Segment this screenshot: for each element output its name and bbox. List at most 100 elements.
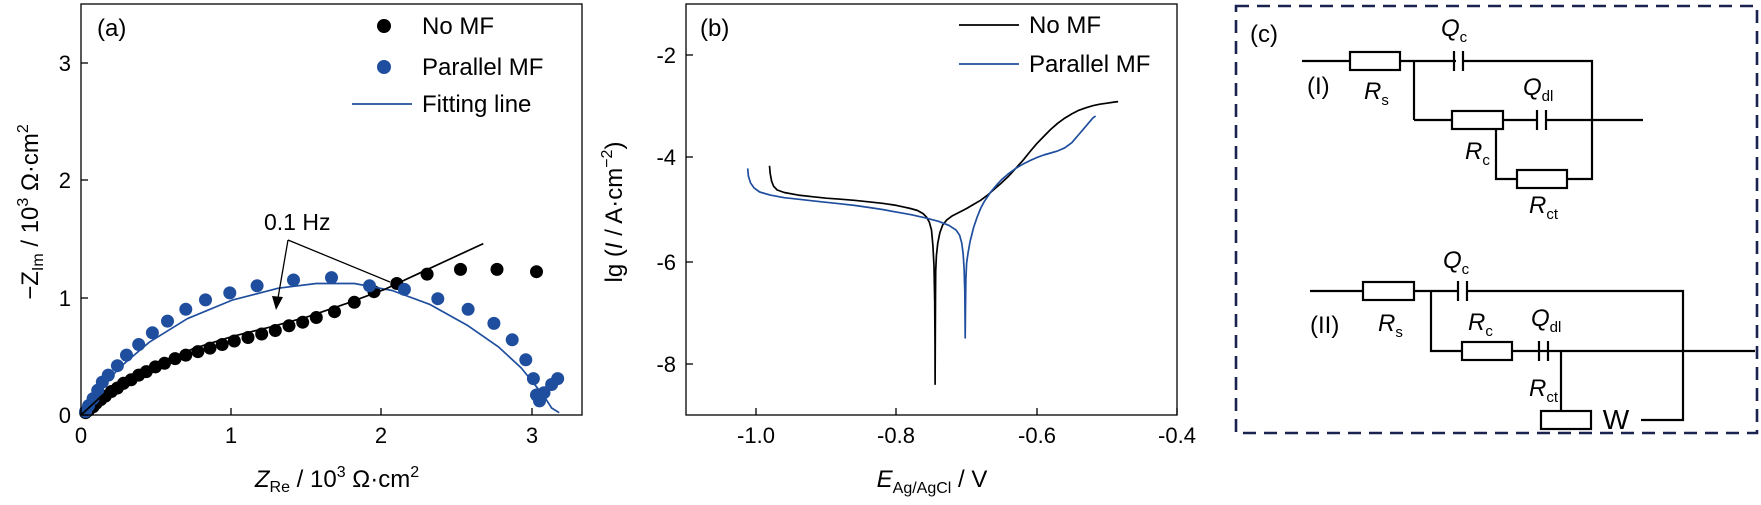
- panel-b-legend: No MF Parallel MF: [959, 12, 1150, 78]
- parallel-mf-point: [120, 348, 133, 362]
- parallel-mf-point: [461, 302, 475, 316]
- circuit-1-qdl-label: Qdl: [1523, 74, 1553, 105]
- parallel-mf-point: [537, 386, 551, 400]
- no-mf-point: [158, 356, 171, 370]
- x-tick-label: 2: [375, 423, 387, 448]
- circuit-2-rc-resistor: [1460, 340, 1514, 362]
- legend-marker-no-mf: [377, 19, 391, 33]
- x-tick-label: -1.0: [737, 423, 775, 448]
- y-tick-label: -2: [656, 43, 676, 68]
- no-mf-point: [179, 348, 193, 362]
- parallel-mf-point: [551, 372, 565, 386]
- y-tick-label: -8: [656, 352, 676, 377]
- x-tick-label: 1: [225, 423, 237, 448]
- legend-marker-parallel-mf: [377, 60, 391, 74]
- circuit-2-tag: (II): [1310, 312, 1339, 339]
- parallel-mf-point: [287, 273, 300, 287]
- no-mf-point: [530, 265, 543, 279]
- parallel-mf-point: [505, 333, 519, 347]
- x-tick-label: 0: [75, 423, 87, 448]
- circuit-2-rct-resistor: [1539, 409, 1593, 431]
- panel-b-x-axis-label: EAg/AgCl / V: [877, 466, 988, 497]
- x-tick-label: -0.6: [1018, 423, 1056, 448]
- parallel-mf-line: [746, 115, 1097, 339]
- circuit-2: (II) W Rs Qc Rc Qdl Rct: [1310, 247, 1755, 435]
- panel-b-frame: [685, 3, 1178, 416]
- circuit-1-rc-label: Rc: [1465, 138, 1490, 169]
- circuit-1-tag: (I): [1307, 73, 1330, 100]
- panel-c-frame: [1234, 4, 1759, 435]
- parallel-mf-point: [179, 302, 193, 316]
- y-tick-label: -4: [656, 145, 676, 170]
- parallel-mf-point: [161, 314, 174, 328]
- circuit-2-rs-resistor: [1361, 280, 1416, 302]
- circuit-2-rct-label: Rct: [1529, 375, 1559, 406]
- circuit-2-qc-capacitor: [1456, 281, 1469, 301]
- panel-a-y-ticks: 0 1 2 3: [59, 51, 88, 428]
- circuit-1-qdl-capacitor: [1535, 110, 1548, 130]
- parallel-mf-point: [325, 271, 338, 285]
- y-tick-label: 1: [59, 286, 71, 311]
- panel-a-frame: [80, 3, 583, 416]
- annotation-arrowhead: [272, 296, 283, 310]
- legend-label-no-mf: No MF: [422, 13, 494, 40]
- parallel-mf-point: [145, 326, 159, 340]
- legend-label-parallel-mf: Parallel MF: [422, 54, 543, 81]
- parallel-mf-point: [431, 292, 445, 306]
- panel-b-y-axis-label: lg (I / A·cm−2): [599, 142, 628, 283]
- parallel-mf-point: [487, 316, 501, 330]
- parallel-mf-point: [250, 279, 264, 293]
- circuit-1-wiring: [1302, 59, 1643, 181]
- circuit-2-qc-label: Qc: [1443, 247, 1470, 278]
- y-tick-label: -6: [656, 250, 676, 275]
- no-mf-fit-line: [80, 242, 484, 416]
- parallel-mf-point: [101, 368, 115, 382]
- circuit-2-warburg-w: W: [1603, 404, 1630, 435]
- panel-b-plot: [746, 100, 1119, 386]
- parallel-mf-point: [223, 286, 237, 300]
- panel-b-label: (b): [700, 15, 729, 42]
- no-mf-point: [454, 262, 467, 276]
- parallel-mf-point: [526, 372, 540, 386]
- panel-a-y-axis-label: −ZIm / 103 Ω·cm2: [15, 124, 47, 300]
- circuit-1-qc-label: Qc: [1441, 15, 1468, 46]
- circuit-1-rct-resistor: [1515, 168, 1569, 190]
- parallel-mf-point: [519, 353, 533, 367]
- annotation-line-left: [277, 239, 289, 299]
- circuit-1-rs-resistor: [1348, 50, 1402, 72]
- parallel-mf-point: [397, 282, 411, 296]
- fitting-line-line: [80, 282, 560, 416]
- annotation-label: 0.1 Hz: [264, 209, 330, 235]
- circuit-2-rc-label: Rc: [1468, 309, 1493, 340]
- circuit-2-qdl-label: Qdl: [1531, 305, 1561, 336]
- panel-a: 0 1 2 3 0 1 2 3 (a) No MF Parallel MF Fi…: [15, 3, 583, 496]
- circuit-2-rs-label: Rs: [1378, 310, 1403, 341]
- circuit-1-rc-resistor: [1450, 109, 1505, 131]
- legend-label-fitting-line: Fitting line: [422, 91, 531, 118]
- panel-b-x-ticks: -1.0 -0.8 -0.6 -0.4: [737, 408, 1196, 448]
- panel-a-legend: No MF Parallel MF Fitting line: [352, 13, 543, 118]
- y-tick-label: 3: [59, 51, 71, 76]
- circuit-1-rct-label: Rct: [1529, 192, 1559, 223]
- x-tick-label: -0.8: [877, 423, 915, 448]
- circuit-1-qc-capacitor: [1452, 51, 1465, 71]
- panel-b: -1.0 -0.8 -0.6 -0.4 -2 -4 -6 -8 (b) No M…: [599, 3, 1196, 497]
- no-mf-point: [490, 262, 504, 276]
- circuit-1-rs-label: Rs: [1364, 78, 1389, 109]
- panel-c: (c) (I) Rs Qc Rc Qdl Rct (II): [1234, 4, 1759, 435]
- annotation-line-right: [287, 239, 391, 283]
- parallel-mf-point: [132, 338, 146, 351]
- y-tick-label: 0: [59, 403, 71, 428]
- panel-a-plot: [79, 242, 565, 420]
- circuit-2-qdl-capacitor: [1537, 341, 1550, 361]
- legend-label-parallel-mf: Parallel MF: [1029, 51, 1150, 78]
- circuit-2-wiring: [1310, 289, 1755, 422]
- panel-a-x-axis-label: ZRe / 103 Ω·cm2: [254, 464, 419, 496]
- x-tick-label: -0.4: [1158, 423, 1196, 448]
- panel-b-y-ticks: -2 -4 -6 -8: [656, 43, 693, 377]
- no-mf-point: [227, 334, 241, 348]
- no-mf-point: [241, 331, 255, 344]
- circuit-1: (I) Rs Qc Rc Qdl Rct: [1302, 15, 1643, 223]
- no-mf-line: [768, 100, 1119, 386]
